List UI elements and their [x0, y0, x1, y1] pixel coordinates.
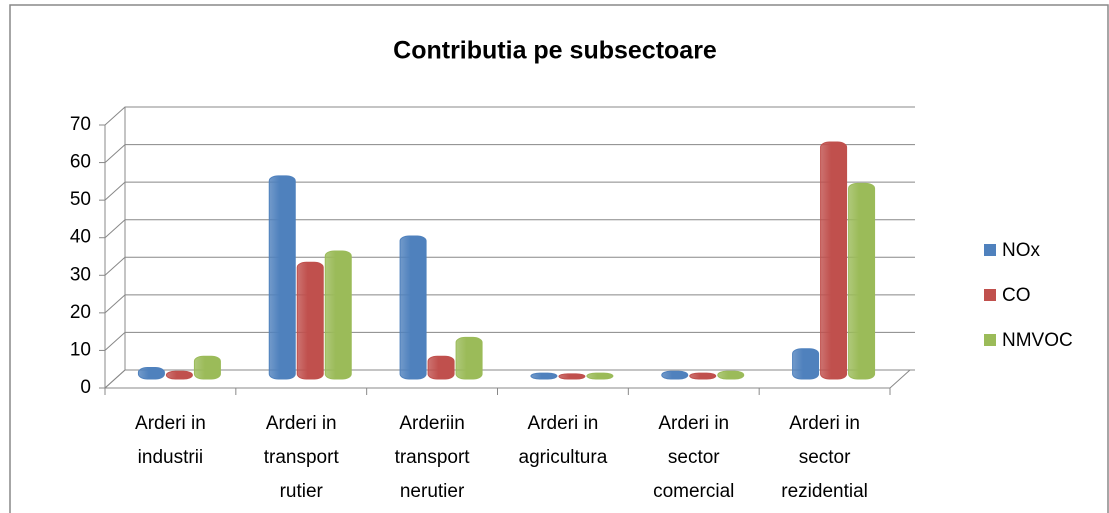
- y-tick-label: 20: [70, 302, 91, 323]
- grid-line: [104, 106, 915, 126]
- x-tick-label: Arderi in agricultura: [519, 413, 608, 468]
- x-tick-label: Arderi in sector rezidential: [781, 413, 868, 502]
- bar: [268, 175, 296, 380]
- legend-swatch: [984, 244, 996, 256]
- bar: [848, 182, 876, 380]
- x-tick-label: Arderi in industrii: [135, 413, 206, 468]
- grid-line: [104, 181, 915, 201]
- legend-label: CO: [1002, 285, 1031, 306]
- y-tick-label: 60: [70, 152, 91, 173]
- chart-title: Contributia pe subsectoare: [393, 37, 717, 65]
- grid-line: [104, 294, 915, 314]
- bar: [586, 372, 614, 380]
- y-tick-label: 0: [80, 377, 91, 398]
- legend-swatch: [984, 289, 996, 301]
- bar: [137, 366, 165, 380]
- bar: [455, 336, 483, 380]
- grid-line: [104, 331, 915, 351]
- x-tick-label: Arderiin transport nerutier: [395, 413, 471, 502]
- bar: [193, 355, 221, 380]
- floor: [103, 369, 912, 389]
- grid-line: [104, 219, 915, 239]
- x-tick-label: Arderi in sector comercial: [653, 413, 734, 502]
- grid-line: [104, 144, 915, 163]
- bar: [165, 370, 193, 380]
- x-tick-label: Arderi in transport rutier: [264, 413, 340, 502]
- bar: [661, 370, 689, 380]
- grid-line: [104, 369, 915, 389]
- legend-label: NOx: [1002, 240, 1041, 261]
- legend-swatch: [984, 334, 996, 346]
- bar: [820, 141, 848, 380]
- y-tick-label: 50: [70, 189, 91, 210]
- bar: [296, 261, 324, 380]
- bar: [399, 235, 427, 380]
- chart-frame: [9, 4, 1109, 513]
- bar: [689, 372, 717, 380]
- legend-label: NMVOC: [1002, 330, 1073, 351]
- y-tick-label: 30: [70, 264, 91, 285]
- bar: [530, 372, 558, 380]
- bar: [717, 370, 745, 380]
- grid-line: [104, 256, 915, 276]
- bar: [324, 250, 352, 380]
- y-tick-label: 70: [70, 114, 91, 135]
- bar: [427, 355, 455, 380]
- y-tick-label: 10: [70, 339, 91, 360]
- bar: [792, 348, 820, 380]
- y-tick-label: 40: [70, 227, 91, 248]
- bar: [558, 373, 586, 380]
